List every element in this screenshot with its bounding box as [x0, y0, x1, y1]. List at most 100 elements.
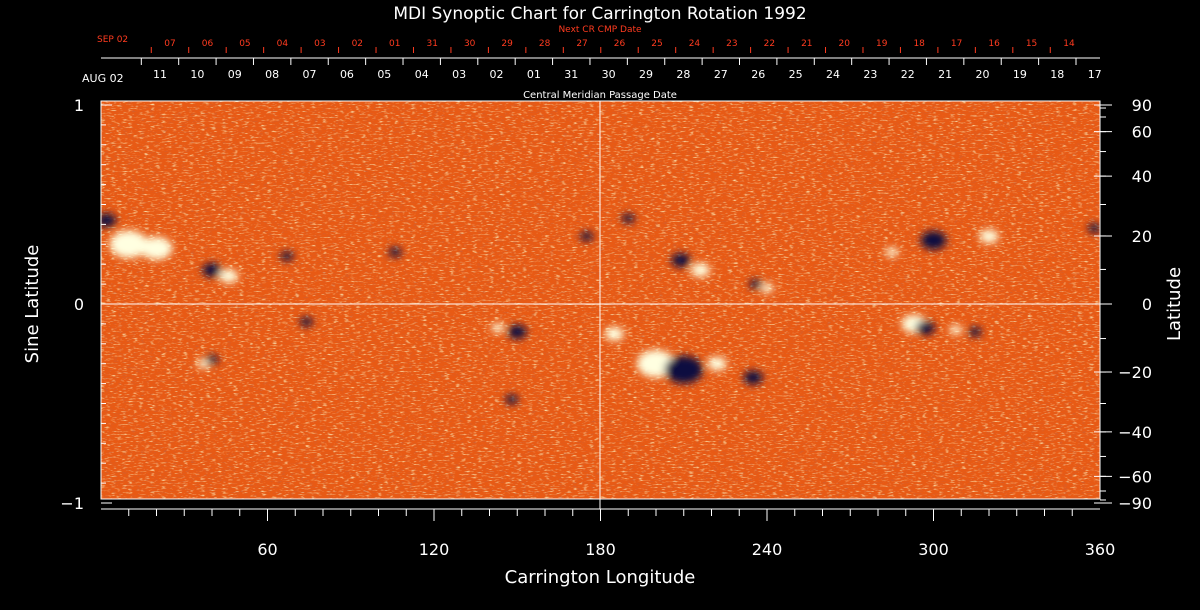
- region-negative: [202, 263, 222, 278]
- longitude-axis: 60 120 180 240 300 360: [101, 508, 1116, 559]
- next-cr-date-label: 22: [764, 39, 775, 49]
- x-tick-label: 300: [918, 540, 949, 559]
- region-positive: [760, 283, 774, 293]
- next-cr-date-label: 01: [389, 39, 400, 49]
- next-cr-date-label: 03: [314, 39, 325, 49]
- next-cr-date-label: 31: [426, 39, 437, 49]
- region-negative: [205, 355, 219, 365]
- region-negative: [664, 355, 703, 384]
- cmp-date-label: 28: [676, 68, 690, 81]
- cmp-date-label: 22: [901, 68, 915, 81]
- latitude-axis: 90 60 40 20 0 −20 −40 −60 −90: [1094, 96, 1152, 513]
- region-negative: [915, 320, 935, 335]
- lat-tick-label: −90: [1118, 494, 1152, 513]
- cmp-date-label: 09: [228, 68, 242, 81]
- sine-latitude-axis: 1 0 −1: [60, 96, 112, 513]
- x-tick-label: 120: [419, 540, 450, 559]
- x-tick-label: 60: [257, 540, 277, 559]
- cmp-date-label: 17: [1088, 68, 1102, 81]
- next-cr-date-label: 19: [876, 39, 888, 49]
- region-negative: [507, 324, 527, 339]
- next-cr-date-label: 15: [1026, 39, 1037, 49]
- x-axis-label: Carrington Longitude: [505, 567, 696, 588]
- x-tick-label: 180: [585, 540, 616, 559]
- region-positive: [949, 325, 963, 335]
- y-tick-label: 1: [74, 96, 84, 115]
- cmp-date-label: 10: [190, 68, 204, 81]
- cmp-date-label: 19: [1013, 68, 1027, 81]
- cmp-date-label: 27: [714, 68, 728, 81]
- next-cr-date-label: 27: [576, 39, 587, 49]
- cmp-date-label: 23: [863, 68, 877, 81]
- region-negative: [505, 394, 519, 405]
- cmp-date-label: 30: [602, 68, 616, 81]
- cmp-date-label: 05: [377, 68, 391, 81]
- next-cr-date-label: 06: [202, 39, 214, 49]
- region-negative: [580, 231, 594, 241]
- region-negative: [920, 231, 947, 250]
- lat-tick-label: −20: [1118, 363, 1152, 382]
- lat-tick-label: 90: [1132, 96, 1152, 115]
- region-negative: [743, 370, 763, 385]
- cmp-date-label: 07: [303, 68, 317, 81]
- lat-tick-label: 60: [1132, 123, 1152, 142]
- active-regions: [101, 213, 1100, 405]
- region-positive: [979, 229, 999, 244]
- x-tick-label: 360: [1085, 540, 1116, 559]
- region-positive: [885, 247, 899, 257]
- y-tick-label: −1: [60, 494, 84, 513]
- cmp-axis-label: Central Meridian Passage Date: [523, 90, 677, 101]
- next-cr-date-label: 20: [839, 39, 851, 49]
- region-negative: [280, 251, 294, 261]
- next-cr-date-label: 05: [239, 39, 250, 49]
- region-negative: [101, 213, 117, 228]
- cmp-date-label: 31: [564, 68, 578, 81]
- cmp-date-label: 21: [938, 68, 952, 81]
- region-positive: [604, 326, 624, 341]
- next-cr-date-label: 23: [726, 39, 737, 49]
- region-negative: [388, 247, 402, 257]
- next-cr-axis: 07 06 05 04 03 02 01 31 30 29 28 27 26 25 24 23 22 21 20 19…: [150, 39, 1075, 53]
- next-cr-date-label: 24: [689, 39, 701, 49]
- cmp-date-label: 03: [452, 68, 466, 81]
- cmp-date-label: 18: [1050, 68, 1064, 81]
- region-negative: [968, 327, 982, 337]
- next-cr-date-label: 25: [651, 39, 662, 49]
- next-cr-date-label: 14: [1063, 39, 1075, 49]
- chart-title: MDI Synoptic Chart for Carrington Rotati…: [393, 4, 806, 24]
- cmp-date-label: 29: [639, 68, 653, 81]
- region-negative: [671, 253, 691, 268]
- cmp-date-label: 24: [826, 68, 840, 81]
- region-positive: [491, 323, 505, 333]
- region-positive: [109, 230, 148, 259]
- next-cr-date-label: 26: [614, 39, 626, 49]
- next-cr-date-label: 02: [352, 39, 363, 49]
- y-tick-label: 0: [74, 295, 84, 314]
- region-negative: [1088, 223, 1100, 233]
- region-positive: [140, 236, 173, 260]
- next-cr-axis-label: Next CR CMP Date: [558, 25, 642, 35]
- cmp-date-label: 26: [751, 68, 765, 81]
- cmp-date-label: 25: [789, 68, 803, 81]
- region-negative: [299, 317, 313, 327]
- cmp-date-axis: 11 10 09 08 07 06 05 04 03 02 01 31 30 29 28 27 26 25 24 23…: [101, 57, 1102, 81]
- next-cr-date-label: 21: [801, 39, 812, 49]
- next-cr-date-label: 16: [988, 39, 1000, 49]
- region-positive: [690, 263, 711, 278]
- next-cr-date-label: 30: [464, 39, 476, 49]
- region-negative: [621, 213, 635, 224]
- next-cr-date-label: 18: [913, 39, 925, 49]
- region-negative: [749, 279, 763, 289]
- region-positive: [707, 356, 727, 371]
- lat-tick-label: 20: [1132, 227, 1152, 246]
- cmp-date-label: 04: [415, 68, 429, 81]
- lat-tick-label: 0: [1142, 295, 1152, 314]
- region-positive: [219, 269, 239, 284]
- next-cr-date-label: 28: [539, 39, 551, 49]
- cmp-date-label: 08: [265, 68, 279, 81]
- next-cr-date-label: 17: [951, 39, 962, 49]
- next-cr-start-label: SEP 02: [97, 35, 128, 45]
- y-axis-label-right: Latitude: [1164, 267, 1185, 341]
- cmp-date-label: 11: [153, 68, 167, 81]
- lat-tick-label: 40: [1132, 167, 1152, 186]
